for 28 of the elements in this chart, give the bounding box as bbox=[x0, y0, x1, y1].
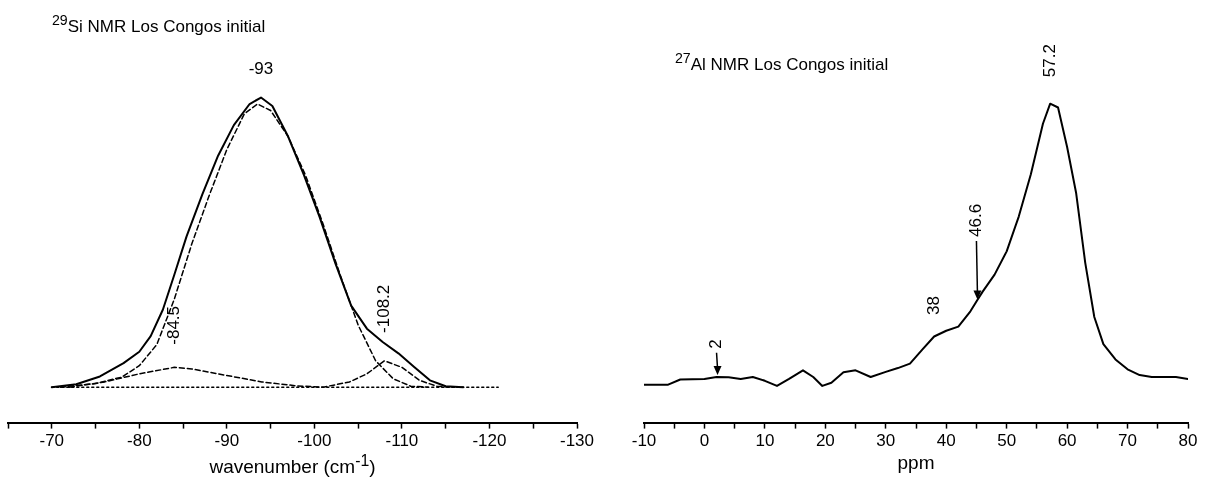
x-tick-label: -90 bbox=[214, 431, 240, 451]
x-tick-label: -120 bbox=[472, 431, 507, 451]
x-tick-label: 10 bbox=[755, 431, 775, 451]
x-tick-label: -110 bbox=[385, 431, 419, 451]
x-tick-label: 0 bbox=[699, 431, 710, 451]
x-tick-label: -70 bbox=[39, 431, 65, 451]
annotation: -93 bbox=[248, 59, 274, 79]
x-tick-label: 70 bbox=[1118, 431, 1138, 451]
annotation: -84.5 bbox=[164, 305, 184, 345]
x-tick-label: 40 bbox=[936, 431, 956, 451]
x-tick-label: 20 bbox=[815, 431, 835, 451]
x-tick-label: -130 bbox=[559, 431, 595, 451]
x-axis-title: ppm bbox=[896, 452, 936, 474]
annotation: 38 bbox=[923, 296, 943, 315]
x-tick-label: -100 bbox=[297, 431, 332, 451]
annotation: 2 bbox=[706, 339, 726, 349]
x-tick-label: -10 bbox=[631, 431, 657, 451]
x-axis-title: wavenumber (cm$^{-1}$) bbox=[208, 452, 377, 479]
chart-title: $^{27}$Al NMR Los Congos initial bbox=[675, 50, 889, 75]
annotation: 46.6 bbox=[966, 203, 986, 237]
chart-title: $^{29}$Si NMR Los Congos initial bbox=[52, 12, 266, 37]
x-tick-label: 30 bbox=[876, 431, 896, 451]
annotation: 57.2 bbox=[1039, 44, 1059, 78]
x-tick-label: 50 bbox=[997, 431, 1017, 451]
x-tick-label: -80 bbox=[127, 431, 152, 451]
x-tick-label: 60 bbox=[1057, 431, 1077, 451]
annotation: -108.2 bbox=[374, 284, 394, 333]
x-tick-label: 80 bbox=[1178, 431, 1198, 451]
